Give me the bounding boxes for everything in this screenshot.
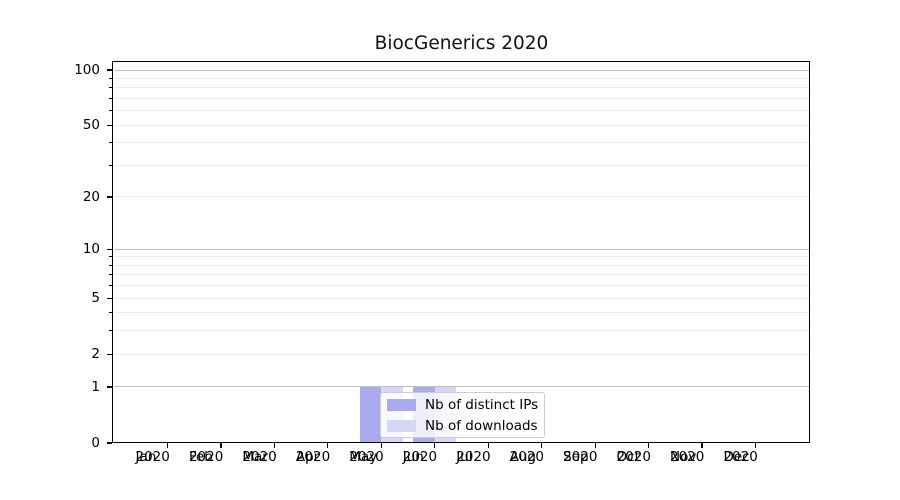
bar-distinct-ips-may [359, 386, 382, 443]
minor-gridline [114, 312, 809, 314]
legend-entry-downloads: Nb of downloads [387, 418, 538, 434]
x-tick-year: 2020 [295, 449, 331, 465]
legend: Nb of distinct IPs Nb of downloads [380, 392, 545, 438]
x-tick-mark [327, 443, 329, 448]
x-tick-year: 2020 [349, 449, 384, 465]
y-tick-label: 0 [91, 435, 100, 451]
minor-gridline [114, 330, 809, 332]
y-minor-tick-mark [109, 87, 112, 89]
y-tick-mark [107, 248, 112, 250]
y-minor-tick-mark [109, 164, 112, 166]
minor-gridline [114, 124, 809, 126]
minor-gridline [114, 87, 809, 89]
y-tick-mark [107, 69, 112, 71]
y-minor-tick-mark [109, 264, 112, 266]
y-minor-tick-mark [109, 256, 112, 258]
minor-gridline [114, 256, 809, 258]
minor-gridline [114, 110, 809, 112]
y-minor-tick-mark [109, 142, 112, 144]
minor-gridline [114, 264, 809, 266]
minor-gridline [114, 164, 809, 166]
x-tick-mark [220, 443, 222, 448]
x-tick-month: Apr [295, 449, 320, 465]
y-tick-mark [107, 386, 112, 388]
x-tick-month: Oct [616, 449, 640, 465]
x-tick-year: 2020 [242, 449, 277, 465]
y-minor-tick-mark [109, 196, 112, 198]
minor-gridline [114, 353, 809, 355]
major-gridline [114, 386, 809, 388]
y-tick-label: 100 [74, 62, 100, 78]
x-tick-month: Mar [242, 449, 268, 465]
y-tick-label: 5 [91, 290, 100, 307]
y-tick-label: 50 [82, 117, 100, 134]
minor-gridline [114, 297, 809, 299]
minor-gridline [114, 97, 809, 99]
y-tick-mark [107, 442, 112, 444]
x-tick-mark [166, 443, 169, 448]
minor-gridline [114, 285, 809, 287]
major-gridline [114, 248, 809, 250]
x-tick-mark [594, 443, 596, 448]
x-tick-month: Dec [723, 449, 750, 465]
legend-label-distinct-ips: Nb of distinct IPs [425, 396, 539, 413]
x-tick-mark [380, 443, 382, 448]
x-tick-year: 2020 [723, 449, 758, 465]
legend-swatch-distinct-ips-icon [387, 398, 416, 411]
legend-label-downloads: Nb of downloads [425, 417, 538, 434]
minor-gridline [114, 77, 809, 79]
x-tick-year: 2020 [402, 449, 438, 465]
x-tick-mark [701, 443, 703, 448]
y-minor-tick-mark [109, 312, 112, 314]
y-minor-tick-mark [109, 330, 112, 332]
x-tick-mark [754, 443, 757, 448]
y-minor-tick-mark [109, 285, 112, 287]
x-tick-month: Jun [402, 449, 424, 465]
chart-title: BiocGenerics 2020 [374, 33, 549, 54]
y-minor-tick-mark [109, 274, 112, 276]
x-tick-month: Jan [135, 449, 157, 465]
x-tick-year: 2020 [188, 449, 224, 465]
x-tick-month: Aug [509, 449, 537, 465]
major-gridline [114, 69, 809, 71]
y-minor-tick-mark [109, 297, 112, 299]
x-tick-mark [541, 443, 543, 448]
x-tick-mark [487, 443, 489, 448]
y-minor-tick-mark [109, 124, 112, 126]
x-tick-year: 2020 [616, 449, 651, 465]
y-tick-label: 2 [91, 346, 100, 363]
y-minor-tick-mark [109, 110, 112, 112]
y-minor-tick-mark [109, 77, 112, 79]
plot-frame [112, 61, 810, 443]
x-tick-year: 2020 [509, 449, 544, 465]
minor-gridline [114, 142, 809, 144]
x-tick-mark [273, 443, 275, 448]
x-tick-month: May [349, 449, 378, 465]
y-tick-label: 1 [91, 378, 100, 395]
x-tick-month: Nov [670, 449, 697, 465]
y-tick-label: 20 [82, 188, 100, 205]
x-tick-year: 2020 [135, 449, 170, 465]
y-tick-label: 10 [82, 241, 100, 258]
x-tick-month: Sep [563, 449, 589, 465]
x-tick-mark [434, 443, 436, 448]
x-tick-mark [647, 443, 650, 448]
x-tick-year: 2020 [456, 449, 491, 465]
minor-gridline [114, 274, 809, 276]
x-tick-year: 2020 [670, 449, 705, 465]
x-tick-year: 2020 [563, 449, 598, 465]
y-minor-tick-mark [109, 97, 112, 99]
minor-gridline [114, 196, 809, 198]
x-tick-month: Feb [188, 449, 213, 465]
legend-swatch-downloads-icon [387, 419, 416, 432]
legend-entry-distinct-ips: Nb of distinct IPs [387, 397, 538, 413]
y-minor-tick-mark [109, 353, 112, 355]
x-tick-month: Jul [456, 449, 473, 465]
